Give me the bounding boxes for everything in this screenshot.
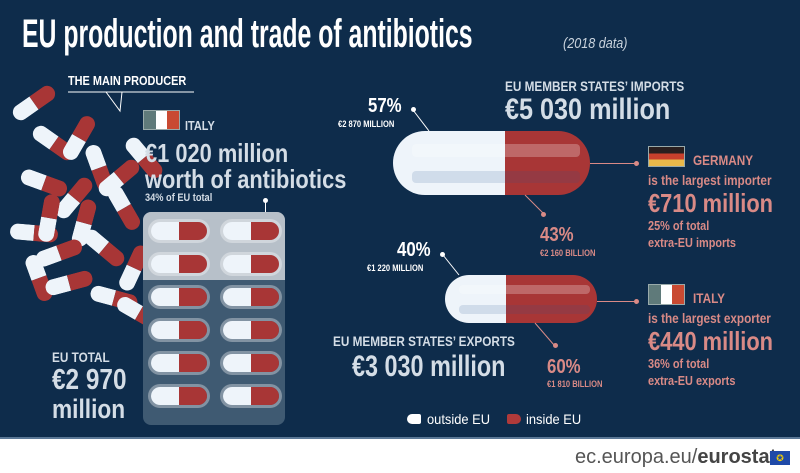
imports-inside-segment bbox=[505, 131, 590, 195]
blister-capsule-icon bbox=[223, 288, 279, 306]
top-importer-line2: 25% of total bbox=[648, 218, 710, 233]
imports-capsule bbox=[393, 131, 590, 195]
top-importer-country: GERMANY bbox=[693, 152, 754, 168]
top-importer-line1: is the largest importer bbox=[648, 172, 772, 188]
top-importer-value: €710 million bbox=[648, 188, 774, 218]
legend-inside-label: inside EU bbox=[526, 411, 582, 427]
top-importer-line3: extra-EU imports bbox=[648, 235, 736, 250]
blister-capsule-icon bbox=[223, 255, 279, 273]
blister-capsule-icon bbox=[151, 387, 207, 405]
blister-capsule-icon bbox=[151, 354, 207, 372]
capsule-icon bbox=[9, 82, 59, 124]
blister-capsule-icon bbox=[151, 288, 207, 306]
imports-label: EU MEMBER STATES’ IMPORTS bbox=[505, 78, 685, 94]
imports-outside-amount: €2 870 MILLION bbox=[338, 119, 395, 129]
italy-flag-icon bbox=[143, 110, 180, 130]
blister-capsule-icon bbox=[223, 222, 279, 240]
footer-site: ec.europa.eu/ bbox=[575, 446, 698, 468]
italy-flag-icon bbox=[648, 284, 685, 305]
eu-total-unit: million bbox=[52, 394, 126, 424]
footer-link[interactable]: ec.europa.eu/eurostat bbox=[575, 446, 776, 469]
imports-outside-pct: 57% bbox=[368, 95, 402, 117]
imports-outside-segment bbox=[393, 131, 506, 195]
eu-total-value: €2 970 bbox=[52, 364, 127, 396]
capsule-icon bbox=[43, 269, 95, 297]
infographic: EU production and trade of antibiotics (… bbox=[0, 0, 800, 437]
producer-value: €1 020 million bbox=[145, 138, 289, 168]
eu-total-label: EU TOTAL bbox=[52, 349, 110, 365]
blister-capsule-icon bbox=[223, 354, 279, 372]
top-exporter-line2: 36% of total bbox=[648, 356, 710, 371]
page-subtitle: (2018 data) bbox=[563, 35, 628, 52]
imports-value: €5 030 million bbox=[505, 93, 671, 126]
blister-capsule-icon bbox=[151, 255, 207, 273]
main-producer-heading: THE MAIN PRODUCER bbox=[68, 73, 187, 88]
germany-flag-icon bbox=[648, 146, 685, 167]
imports-inside-amount: €2 160 BILLION bbox=[540, 248, 596, 258]
exports-inside-amount: €1 810 BILLION bbox=[547, 379, 603, 389]
capsule-icon bbox=[80, 226, 128, 270]
capsule-icon bbox=[18, 167, 70, 199]
eu-flag-icon: ✪ bbox=[770, 451, 790, 465]
speech-pointer bbox=[68, 91, 194, 113]
blister-capsule-icon bbox=[223, 387, 279, 405]
exports-inside-segment bbox=[505, 275, 597, 323]
blister-capsule-icon bbox=[223, 321, 279, 339]
legend-inside-swatch bbox=[507, 414, 521, 424]
exports-outside-amount: €1 220 MILLION bbox=[367, 263, 424, 273]
blister-capsule-icon bbox=[151, 321, 207, 339]
capsule-icon bbox=[105, 183, 143, 233]
exports-outside-segment bbox=[445, 275, 506, 323]
producer-desc: worth of antibiotics bbox=[145, 164, 347, 194]
exports-outside-pct: 40% bbox=[397, 239, 431, 261]
legend-outside-swatch bbox=[407, 414, 421, 424]
top-exporter-line3: extra-EU exports bbox=[648, 373, 736, 388]
legend-outside-label: outside EU bbox=[427, 411, 491, 427]
page-title: EU production and trade of antibiotics bbox=[22, 12, 473, 56]
footer-brand: eurostat bbox=[697, 446, 777, 468]
producer-country: ITALY bbox=[185, 118, 215, 133]
top-exporter-line1: is the largest exporter bbox=[648, 310, 771, 326]
imports-inside-pct: 43% bbox=[540, 224, 574, 246]
exports-inside-pct: 60% bbox=[547, 356, 581, 378]
producer-share: 34% of EU total bbox=[145, 192, 213, 204]
blister-pack-illustration bbox=[143, 212, 285, 425]
exports-capsule bbox=[445, 275, 597, 323]
exports-value: €3 030 million bbox=[352, 350, 506, 383]
top-exporter-country: ITALY bbox=[693, 290, 726, 306]
blister-capsule-icon bbox=[151, 222, 207, 240]
exports-label: EU MEMBER STATES’ EXPORTS bbox=[333, 333, 515, 349]
top-exporter-value: €440 million bbox=[648, 326, 774, 356]
